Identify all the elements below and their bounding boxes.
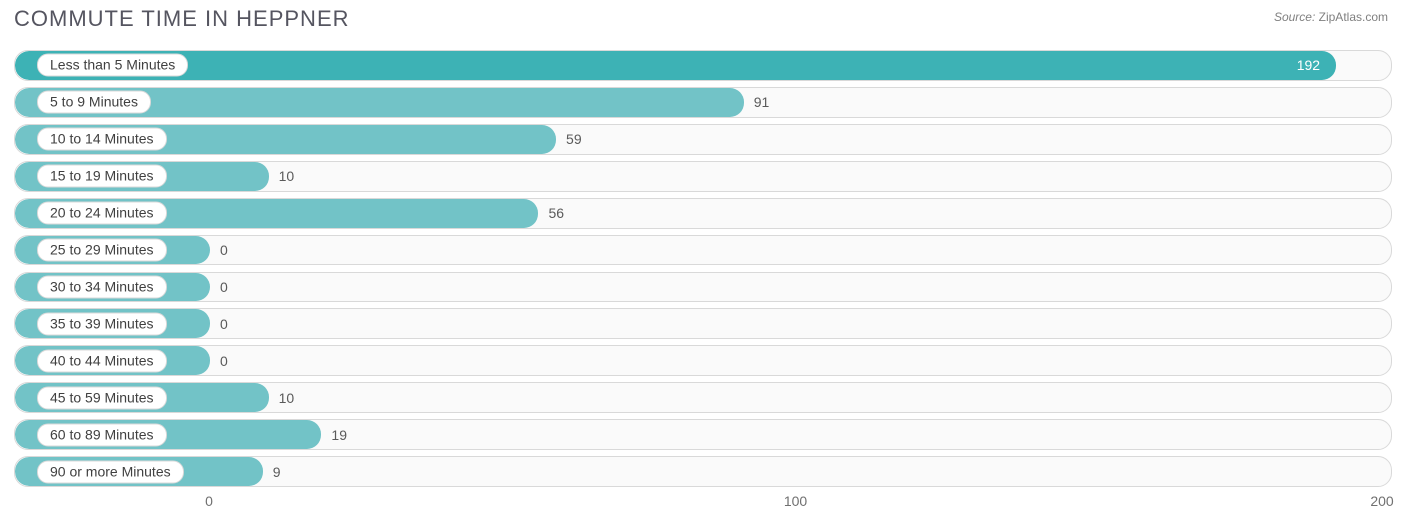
- bar-value: 10: [279, 390, 295, 406]
- bar-label-pill: 45 to 59 Minutes: [37, 386, 167, 409]
- bar-row: 20 to 24 Minutes 56: [14, 198, 1392, 229]
- bar-row: 60 to 89 Minutes 19: [14, 419, 1392, 450]
- source-attribution: Source: ZipAtlas.com: [1274, 10, 1388, 24]
- plot-area: Less than 5 Minutes 192 5 to 9 Minutes 91 10…: [14, 50, 1392, 487]
- bar-row: 25 to 29 Minutes 0: [14, 235, 1392, 266]
- bar-label-pill: 20 to 24 Minutes: [37, 202, 167, 225]
- bar-label-pill: 60 to 89 Minutes: [37, 423, 167, 446]
- bar-row: 15 to 19 Minutes 10: [14, 161, 1392, 192]
- bar-value: 91: [754, 94, 770, 110]
- bar-value: 0: [220, 316, 228, 332]
- x-tick: 200: [1370, 493, 1393, 509]
- bar-value: 192: [1297, 57, 1320, 73]
- bar-label-pill: 35 to 39 Minutes: [37, 312, 167, 335]
- source-value: ZipAtlas.com: [1319, 10, 1388, 24]
- bar-row: 35 to 39 Minutes 0: [14, 308, 1392, 339]
- bar-row: 40 to 44 Minutes 0: [14, 345, 1392, 376]
- chart-title: Commute Time in Heppner: [14, 6, 350, 32]
- bar-row: 5 to 9 Minutes 91: [14, 87, 1392, 118]
- bar-row: Less than 5 Minutes 192: [14, 50, 1392, 81]
- bar-label-pill: 30 to 34 Minutes: [37, 275, 167, 298]
- bar-value: 10: [279, 168, 295, 184]
- bar-label-pill: 90 or more Minutes: [37, 460, 184, 483]
- bar-fill: [15, 51, 1336, 80]
- bar-row: 45 to 59 Minutes 10: [14, 382, 1392, 413]
- bar-value: 56: [548, 205, 564, 221]
- bar-value: 19: [331, 427, 347, 443]
- bar-value: 0: [220, 353, 228, 369]
- x-axis: 0 100 200: [14, 493, 1392, 515]
- bar-row: 10 to 14 Minutes 59: [14, 124, 1392, 155]
- bar-label-pill: 40 to 44 Minutes: [37, 349, 167, 372]
- bar-row: 30 to 34 Minutes 0: [14, 272, 1392, 303]
- x-tick: 0: [205, 493, 213, 509]
- bar-value: 0: [220, 242, 228, 258]
- source-label: Source:: [1274, 10, 1315, 24]
- bar-value: 9: [273, 464, 281, 480]
- bar-label-pill: 25 to 29 Minutes: [37, 239, 167, 262]
- bar-row: 90 or more Minutes 9: [14, 456, 1392, 487]
- bar-label-pill: 15 to 19 Minutes: [37, 165, 167, 188]
- bar-label-pill: 5 to 9 Minutes: [37, 91, 151, 114]
- bar-value: 0: [220, 279, 228, 295]
- bar-label-pill: Less than 5 Minutes: [37, 54, 188, 77]
- chart-container: Commute Time in Heppner Source: ZipAtlas…: [0, 0, 1406, 523]
- x-tick: 100: [784, 493, 807, 509]
- bar-value: 59: [566, 131, 582, 147]
- bar-label-pill: 10 to 14 Minutes: [37, 128, 167, 151]
